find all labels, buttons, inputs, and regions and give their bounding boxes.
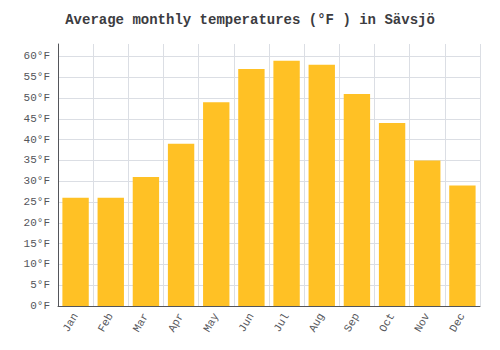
- svg-text:Nov: Nov: [412, 311, 432, 334]
- svg-text:Jul: Jul: [271, 311, 291, 334]
- svg-text:10°F: 10°F: [24, 258, 50, 270]
- svg-text:Apr: Apr: [166, 311, 186, 334]
- svg-text:45°F: 45°F: [24, 113, 50, 125]
- svg-text:Oct: Oct: [377, 311, 397, 334]
- svg-text:Average monthly temperatures (: Average monthly temperatures (°F ) in Sä…: [65, 12, 435, 28]
- svg-text:55°F: 55°F: [24, 71, 50, 83]
- svg-text:Feb: Feb: [96, 311, 116, 334]
- svg-text:40°F: 40°F: [24, 134, 50, 146]
- svg-text:Mar: Mar: [131, 311, 151, 334]
- svg-text:Sep: Sep: [342, 311, 362, 334]
- svg-text:50°F: 50°F: [24, 92, 50, 104]
- svg-text:5°F: 5°F: [30, 279, 50, 291]
- svg-text:60°F: 60°F: [24, 50, 50, 62]
- svg-text:35°F: 35°F: [24, 154, 50, 166]
- svg-text:15°F: 15°F: [24, 238, 50, 250]
- svg-text:0°F: 0°F: [30, 300, 50, 312]
- svg-text:May: May: [201, 311, 221, 334]
- svg-text:Dec: Dec: [447, 311, 467, 334]
- svg-text:Jun: Jun: [236, 311, 256, 334]
- svg-text:Aug: Aug: [307, 311, 327, 334]
- svg-text:30°F: 30°F: [24, 175, 50, 187]
- svg-text:20°F: 20°F: [24, 217, 50, 229]
- svg-text:Jan: Jan: [60, 311, 80, 334]
- svg-text:25°F: 25°F: [24, 196, 50, 208]
